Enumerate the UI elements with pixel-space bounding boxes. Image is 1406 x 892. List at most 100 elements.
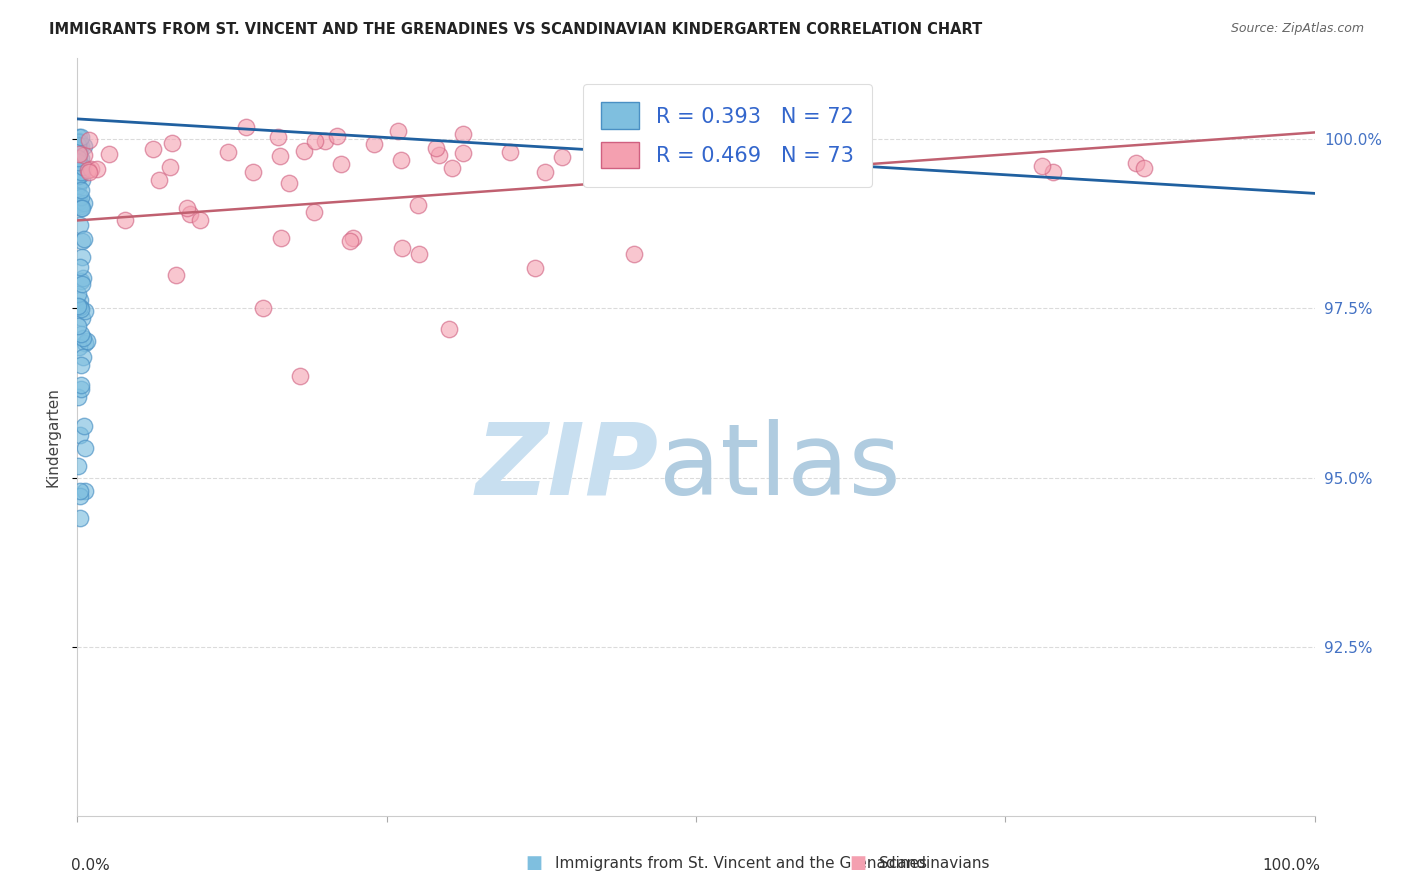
Point — [408, 247, 430, 261]
Point — [67, 142, 90, 156]
Point — [69, 489, 91, 503]
Point — [67, 146, 90, 161]
Point — [406, 198, 429, 212]
Point — [266, 129, 288, 144]
Point — [1031, 159, 1053, 173]
Point — [67, 135, 90, 149]
Point — [188, 213, 211, 227]
Point — [1042, 165, 1064, 179]
Point — [391, 242, 413, 256]
Point — [534, 165, 557, 179]
Point — [70, 151, 93, 165]
Point — [67, 150, 90, 164]
Y-axis label: Kindergarten: Kindergarten — [45, 387, 60, 487]
Point — [623, 145, 645, 159]
Point — [148, 172, 170, 186]
Point — [551, 150, 574, 164]
Point — [67, 194, 90, 209]
Point — [72, 173, 94, 187]
Point — [69, 377, 91, 392]
Point — [70, 250, 93, 264]
Point — [70, 199, 93, 213]
Point — [73, 195, 96, 210]
Point — [165, 268, 187, 282]
Text: Scandinavians: Scandinavians — [879, 856, 990, 871]
Point — [69, 190, 91, 204]
Point — [269, 149, 291, 163]
Point — [97, 147, 120, 161]
Point — [69, 293, 91, 307]
Point — [70, 183, 93, 197]
Point — [304, 134, 326, 148]
Point — [70, 277, 93, 292]
Text: 100.0%: 100.0% — [1263, 858, 1320, 873]
Point — [70, 326, 93, 341]
Legend: R = 0.393   N = 72, R = 0.469   N = 73: R = 0.393 N = 72, R = 0.469 N = 73 — [582, 84, 872, 187]
Point — [69, 139, 91, 153]
Point — [67, 134, 90, 148]
Point — [288, 369, 311, 384]
Point — [339, 234, 361, 248]
Point — [80, 162, 103, 177]
Point — [235, 120, 257, 134]
Point — [451, 145, 474, 160]
Point — [441, 161, 464, 176]
Point — [73, 441, 96, 455]
Point — [67, 138, 90, 153]
Point — [66, 140, 89, 154]
Point — [363, 137, 385, 152]
Text: Source: ZipAtlas.com: Source: ZipAtlas.com — [1230, 22, 1364, 36]
Point — [66, 318, 89, 333]
Point — [67, 140, 90, 154]
Point — [67, 151, 90, 165]
Point — [77, 164, 100, 178]
Point — [524, 260, 547, 275]
Point — [270, 231, 292, 245]
Text: ■: ■ — [849, 855, 866, 872]
Point — [326, 128, 349, 143]
Point — [86, 162, 108, 177]
Point — [67, 161, 90, 175]
Point — [66, 145, 89, 160]
Point — [330, 157, 353, 171]
Point — [70, 166, 93, 180]
Text: IMMIGRANTS FROM ST. VINCENT AND THE GRENADINES VS SCANDINAVIAN KINDERGARTEN CORR: IMMIGRANTS FROM ST. VINCENT AND THE GREN… — [49, 22, 983, 37]
Point — [69, 140, 91, 154]
Point — [73, 336, 96, 351]
Point — [427, 148, 450, 162]
Point — [69, 218, 91, 232]
Point — [67, 390, 90, 404]
Point — [387, 124, 409, 138]
Text: Immigrants from St. Vincent and the Grenadines: Immigrants from St. Vincent and the Gren… — [555, 856, 928, 871]
Point — [67, 189, 90, 203]
Point — [72, 271, 94, 285]
Point — [159, 160, 181, 174]
Point — [67, 169, 90, 183]
Point — [437, 322, 460, 336]
Point — [72, 164, 94, 178]
Point — [72, 350, 94, 364]
Point — [114, 213, 136, 227]
Point — [499, 145, 522, 159]
Point — [1125, 155, 1147, 169]
Point — [70, 129, 93, 144]
Point — [314, 134, 336, 148]
Point — [73, 483, 96, 498]
Point — [73, 138, 96, 153]
Point — [217, 145, 239, 159]
Point — [76, 334, 98, 348]
Point — [142, 142, 165, 156]
Point — [69, 358, 91, 372]
Point — [69, 201, 91, 215]
Point — [302, 205, 325, 219]
Point — [252, 301, 274, 316]
Point — [70, 274, 93, 288]
Point — [69, 197, 91, 211]
Point — [67, 179, 90, 194]
Point — [179, 207, 201, 221]
Point — [72, 160, 94, 174]
Point — [66, 458, 89, 473]
Point — [67, 146, 90, 161]
Point — [70, 311, 93, 326]
Point — [1133, 161, 1156, 175]
